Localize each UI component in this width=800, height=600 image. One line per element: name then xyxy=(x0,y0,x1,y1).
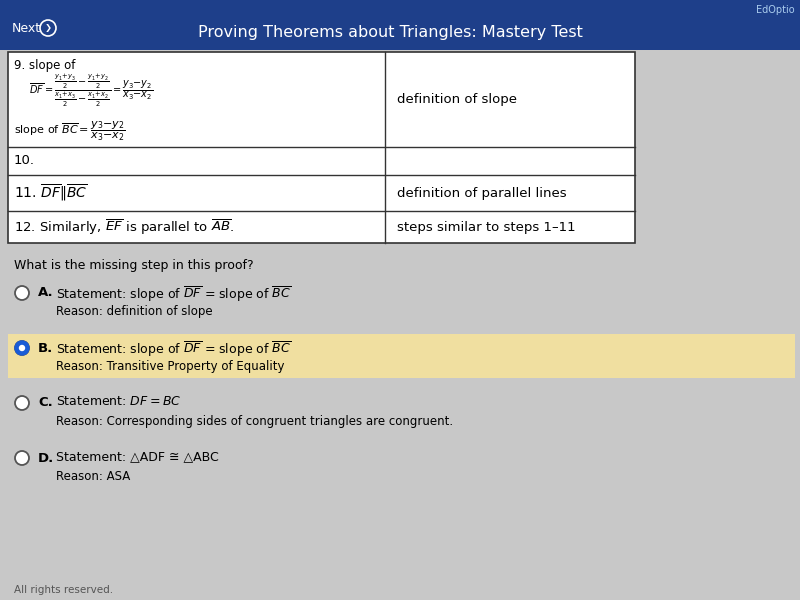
Bar xyxy=(8,52,635,243)
Circle shape xyxy=(15,451,29,465)
Text: A.: A. xyxy=(38,286,54,299)
Text: What is the missing step in this proof?: What is the missing step in this proof? xyxy=(14,259,254,272)
Circle shape xyxy=(15,341,29,355)
Text: Reason: Corresponding sides of congruent triangles are congruent.: Reason: Corresponding sides of congruent… xyxy=(56,415,453,428)
Text: $\overline{DF} = \dfrac{\frac{y_1{+}y_3}{2} - \frac{y_1{+}y_2}{2}}{\frac{x_1{+}x: $\overline{DF} = \dfrac{\frac{y_1{+}y_3}… xyxy=(29,72,154,109)
Text: 11. $\overline{DF}\|\overline{BC}$: 11. $\overline{DF}\|\overline{BC}$ xyxy=(14,183,87,203)
Bar xyxy=(0,18,800,50)
Text: Statement: △ADF ≅ △ABC: Statement: △ADF ≅ △ABC xyxy=(56,450,218,463)
Text: Reason: definition of slope: Reason: definition of slope xyxy=(56,305,213,318)
Text: Statement: $DF = BC$: Statement: $DF = BC$ xyxy=(56,395,182,408)
Text: Reason: ASA: Reason: ASA xyxy=(56,470,130,483)
Bar xyxy=(0,0,800,18)
Text: EdOptio: EdOptio xyxy=(756,5,795,15)
Text: Statement: slope of $\overline{DF}$ = slope of $\overline{BC}$: Statement: slope of $\overline{DF}$ = sl… xyxy=(56,340,291,359)
Circle shape xyxy=(15,341,29,355)
Text: slope of $\overline{BC} = \dfrac{y_3{-}y_2}{x_3{-}x_2}$: slope of $\overline{BC} = \dfrac{y_3{-}y… xyxy=(14,120,126,143)
Text: Next: Next xyxy=(12,22,41,34)
Bar xyxy=(8,334,795,378)
Text: definition of parallel lines: definition of parallel lines xyxy=(397,187,566,199)
Text: steps similar to steps 1–11: steps similar to steps 1–11 xyxy=(397,220,576,233)
Text: Proving Theorems about Triangles: Mastery Test: Proving Theorems about Triangles: Master… xyxy=(198,25,582,40)
Text: 9. slope of: 9. slope of xyxy=(14,59,75,72)
Text: D.: D. xyxy=(38,451,54,464)
Bar xyxy=(0,0,800,50)
Text: ❯: ❯ xyxy=(45,23,51,32)
Text: 10.: 10. xyxy=(14,154,35,167)
Text: Statement: slope of $\overline{DF}$ = slope of $\overline{BC}$: Statement: slope of $\overline{DF}$ = sl… xyxy=(56,285,291,304)
Bar xyxy=(8,52,635,243)
Circle shape xyxy=(19,345,26,351)
Circle shape xyxy=(15,286,29,300)
Text: B.: B. xyxy=(38,341,54,355)
Text: C.: C. xyxy=(38,397,53,409)
Circle shape xyxy=(15,396,29,410)
Text: All rights reserved.: All rights reserved. xyxy=(14,585,113,595)
Text: definition of slope: definition of slope xyxy=(397,93,517,106)
Text: Reason: Transitive Property of Equality: Reason: Transitive Property of Equality xyxy=(56,360,285,373)
Text: 12. Similarly, $\overline{EF}$ is parallel to $\overline{AB}$.: 12. Similarly, $\overline{EF}$ is parall… xyxy=(14,217,234,236)
